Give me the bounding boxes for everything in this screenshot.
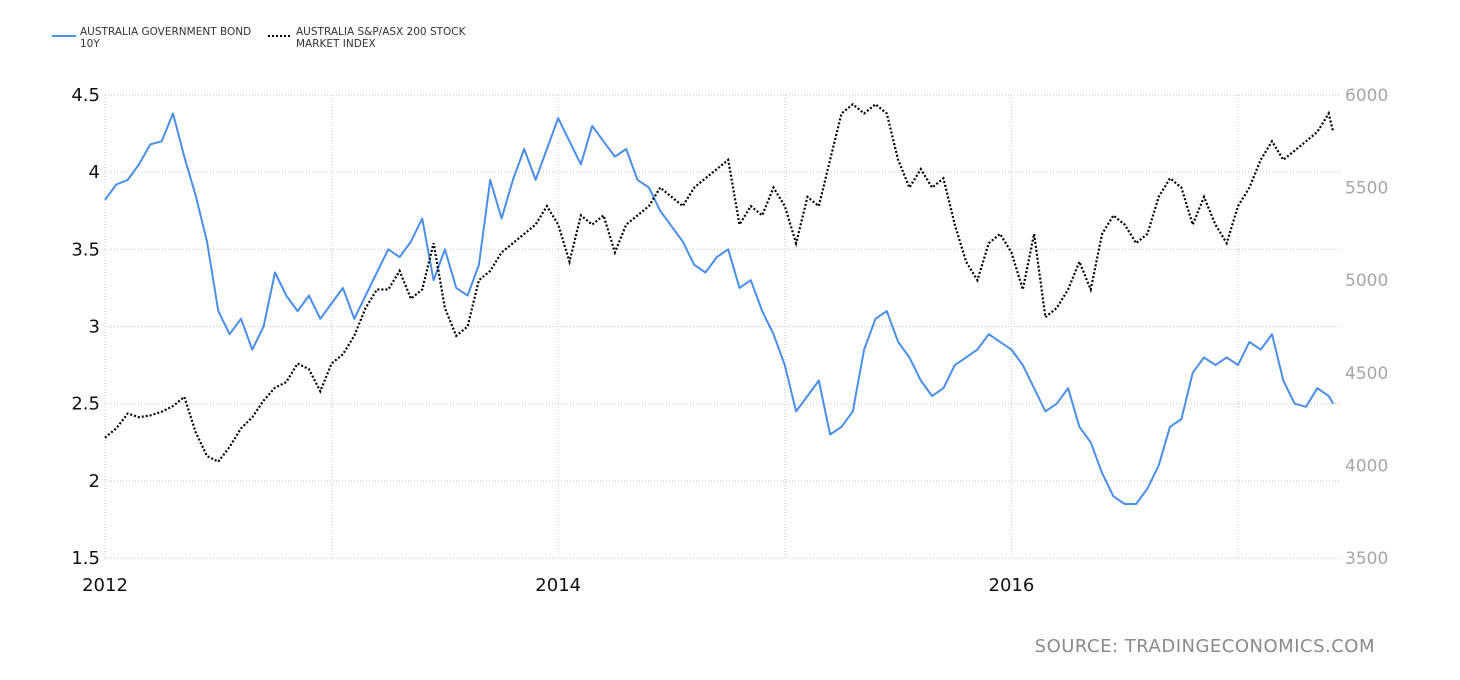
right-tick-label: 4000	[1345, 456, 1388, 476]
right-tick-label: 4500	[1345, 364, 1388, 384]
legend-label-index-line2: MARKET INDEX	[296, 38, 376, 50]
right-tick-label: 3500	[1345, 549, 1388, 569]
left-tick-label: 3.5	[71, 239, 100, 260]
series-line-index	[104, 102, 1335, 464]
series-line-bond	[104, 112, 1335, 505]
left-tick-label: 2	[89, 471, 100, 492]
legend: AUSTRALIA GOVERNMENT BOND 10Y AUSTRALIA …	[52, 26, 467, 50]
left-tick-label: 2.5	[71, 394, 100, 415]
left-axis: 1.5 2 2.5 3 3.5 4 4.5	[71, 85, 100, 569]
x-axis: 2012 2014 2016	[82, 575, 1034, 596]
right-tick-label: 5000	[1345, 271, 1388, 291]
right-tick-label: 6000	[1345, 86, 1388, 106]
legend-label-bond-line2: 10Y	[80, 38, 100, 50]
source-label: SOURCE: TRADINGECONOMICS.COM	[1035, 636, 1375, 657]
left-tick-label: 4.5	[71, 85, 100, 106]
right-axis: 3500 4000 4500 5000 5500 6000	[1345, 86, 1388, 569]
grid	[104, 94, 1340, 559]
legend-label-index-line1: AUSTRALIA S&P/ASX 200 STOCK	[296, 26, 467, 38]
right-tick-label: 5500	[1345, 179, 1388, 199]
legend-label-bond-line1: AUSTRALIA GOVERNMENT BOND	[80, 26, 251, 38]
x-tick-label: 2016	[989, 575, 1035, 596]
left-tick-label: 4	[89, 162, 100, 183]
left-tick-label: 3	[89, 317, 100, 338]
x-tick-label: 2012	[82, 575, 128, 596]
x-tick-label: 2014	[535, 575, 581, 596]
left-tick-label: 1.5	[71, 548, 100, 569]
